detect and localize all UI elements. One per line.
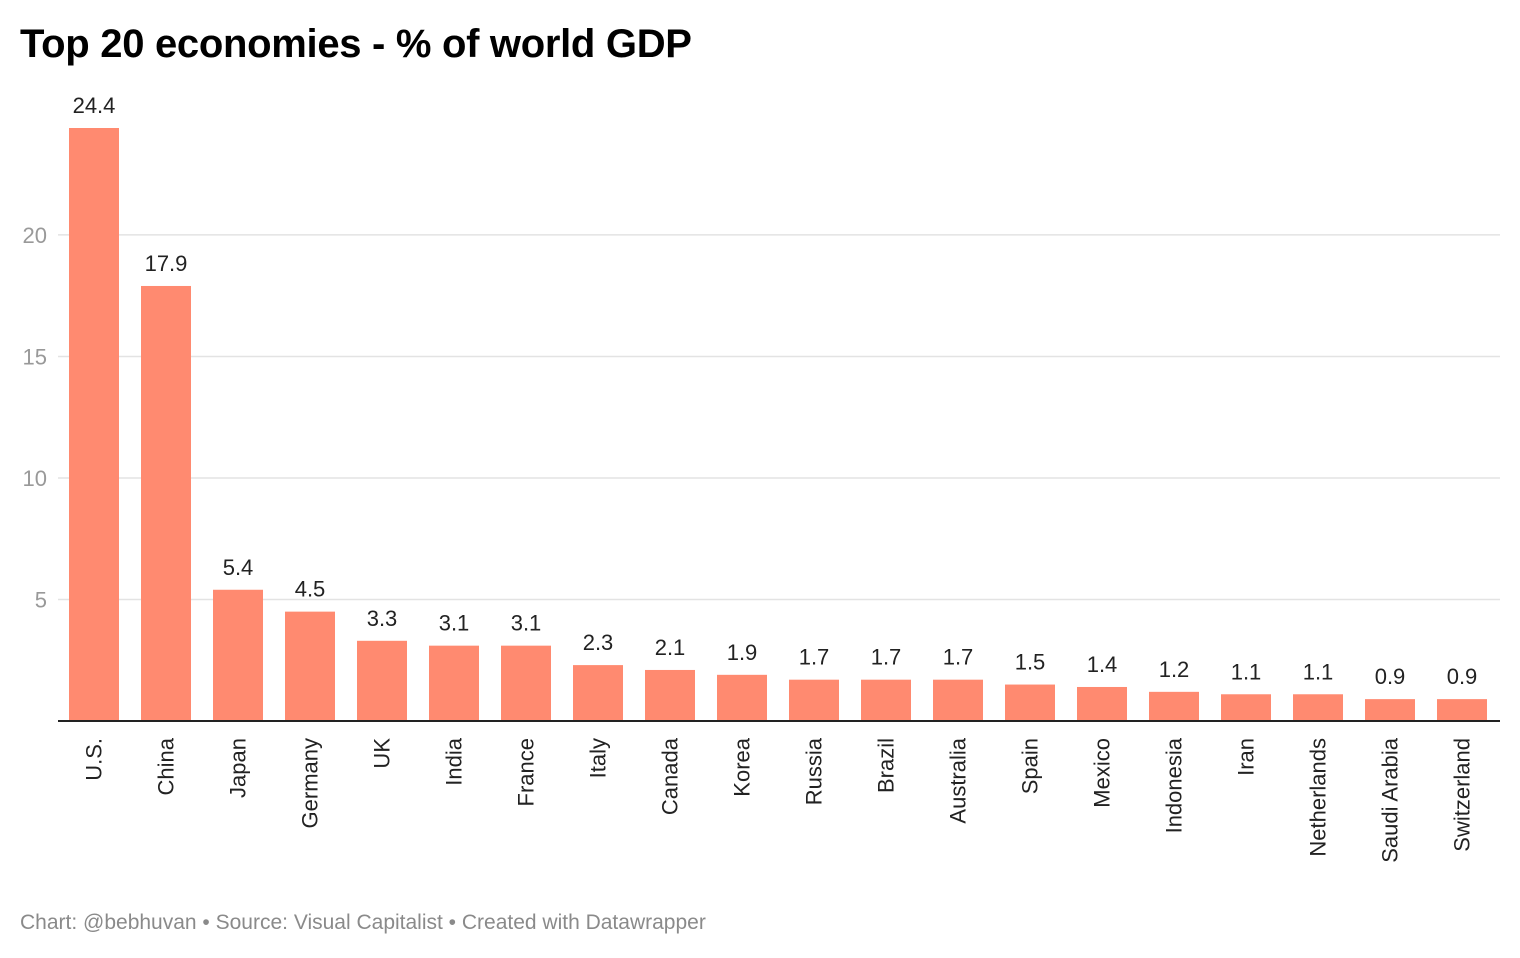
value-label: 0.9 [1447, 664, 1478, 689]
value-label: 3.1 [439, 611, 470, 636]
value-label: 5.4 [223, 555, 254, 580]
value-label: 1.4 [1087, 652, 1118, 677]
value-label: 1.5 [1015, 650, 1046, 675]
bar [933, 679, 983, 721]
bar [1149, 691, 1199, 721]
value-label: 0.9 [1375, 664, 1406, 689]
value-label: 17.9 [145, 251, 188, 276]
value-label: 2.1 [655, 635, 686, 660]
y-tick-label: 10 [23, 466, 47, 491]
value-label: 1.9 [727, 640, 758, 665]
category-label: Iran [1234, 738, 1259, 776]
bar [1293, 694, 1343, 721]
bar [1221, 694, 1271, 721]
bar [1077, 686, 1127, 721]
category-label: China [154, 737, 179, 795]
bar [285, 611, 335, 721]
bar [1365, 699, 1415, 721]
category-label: Russia [802, 737, 827, 805]
category-label: France [514, 738, 539, 806]
bar [645, 669, 695, 721]
bar [357, 640, 407, 721]
value-label: 1.7 [943, 645, 974, 670]
category-label: Brazil [874, 738, 899, 793]
value-label: 1.7 [871, 645, 902, 670]
category-label: Korea [730, 737, 755, 796]
bar [789, 679, 839, 721]
category-label: India [442, 737, 467, 785]
value-label: 2.3 [583, 630, 614, 655]
bar [573, 665, 623, 721]
bar [429, 645, 479, 721]
category-label: Japan [226, 738, 251, 798]
category-label: Mexico [1090, 738, 1115, 808]
value-label: 1.1 [1303, 659, 1334, 684]
bar [141, 285, 191, 721]
value-label: 24.4 [73, 93, 116, 118]
category-label: UK [370, 738, 395, 769]
category-label: Saudi Arabia [1378, 737, 1403, 863]
category-label: Canada [658, 737, 683, 815]
y-tick-label: 5 [35, 587, 47, 612]
chart-footer: Chart: @bebhuvan • Source: Visual Capita… [20, 911, 706, 934]
value-label: 3.1 [511, 611, 542, 636]
bar [1437, 699, 1487, 721]
value-label: 1.2 [1159, 657, 1190, 682]
value-label: 4.5 [295, 577, 326, 602]
bar [717, 674, 767, 721]
gridlines [58, 234, 1500, 601]
category-label: Germany [298, 738, 323, 828]
bar [213, 589, 263, 721]
value-label: 1.1 [1231, 659, 1262, 684]
category-label: Indonesia [1162, 737, 1187, 833]
bar [501, 645, 551, 721]
chart-title: Top 20 economies - % of world GDP [20, 22, 692, 66]
value-label: 3.3 [367, 606, 398, 631]
category-label: Spain [1018, 738, 1043, 794]
y-tick-label: 20 [23, 223, 47, 248]
bar [861, 679, 911, 721]
bar [1005, 684, 1055, 721]
bars [69, 128, 1487, 721]
category-label: U.S. [82, 738, 107, 781]
labels: 5 10 15 20 24.4 U.S. 17.9 China 5.4 Japan 4.5 Germa… [23, 93, 1478, 863]
category-label: Switzerland [1450, 738, 1475, 852]
value-label: 1.7 [799, 645, 830, 670]
category-label: Netherlands [1306, 738, 1331, 857]
category-label: Italy [586, 738, 611, 778]
y-tick-label: 15 [23, 344, 47, 369]
category-label: Australia [946, 737, 971, 823]
bar [69, 128, 119, 721]
